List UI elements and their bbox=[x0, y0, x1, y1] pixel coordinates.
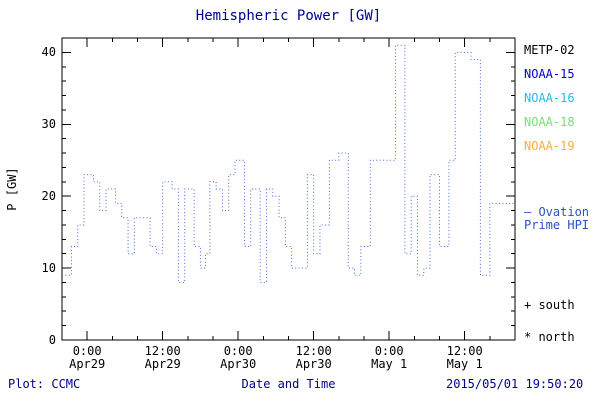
x-tick-time: 0:00 bbox=[374, 344, 404, 358]
series-label-line1: – Ovation bbox=[524, 205, 590, 219]
x-tick-label: 12:00 May 1 bbox=[429, 345, 501, 371]
x-tick-date: Apr29 bbox=[69, 357, 106, 371]
legend-item-metp02: METP-02 bbox=[524, 43, 575, 57]
x-tick-time: 12:00 bbox=[446, 344, 483, 358]
x-tick-date: May 1 bbox=[446, 357, 483, 371]
legend-item-noaa15: NOAA-15 bbox=[524, 67, 575, 81]
y-tick-label: 40 bbox=[41, 45, 56, 60]
x-tick-date: Apr30 bbox=[220, 357, 257, 371]
y-tick-label: 10 bbox=[41, 261, 56, 276]
x-tick-date: May 1 bbox=[371, 357, 408, 371]
x-tick-label: 0:00 Apr30 bbox=[202, 345, 274, 371]
footer-row: Plot: CCMC Date and Time 2015/05/01 19:5… bbox=[0, 377, 600, 393]
x-tick-time: 0:00 bbox=[223, 344, 253, 358]
x-tick-label: 0:00 May 1 bbox=[353, 345, 425, 371]
hpi-step-line bbox=[62, 44, 515, 283]
legend-north-marker: * north bbox=[524, 330, 575, 344]
legend-south-marker: + south bbox=[524, 298, 575, 312]
x-tick-label: 12:00 Apr30 bbox=[278, 345, 350, 371]
x-tick-label: 0:00 Apr29 bbox=[51, 345, 123, 371]
y-tick-label: 30 bbox=[41, 117, 56, 132]
y-tick-label: 0 bbox=[48, 333, 56, 347]
x-tick-date: Apr29 bbox=[144, 357, 181, 371]
y-tick-label: 20 bbox=[41, 189, 56, 204]
legend-item-noaa16: NOAA-16 bbox=[524, 91, 575, 105]
x-tick-time: 0:00 bbox=[72, 344, 102, 358]
x-tick-date: Apr30 bbox=[295, 357, 332, 371]
series-label-line2: Prime HPI bbox=[524, 218, 590, 232]
x-tick-time: 12:00 bbox=[295, 344, 332, 358]
x-tick-time: 12:00 bbox=[144, 344, 181, 358]
x-tick-label: 12:00 Apr29 bbox=[127, 345, 199, 371]
legend-item-noaa18: NOAA-18 bbox=[524, 115, 575, 129]
plot-credit: Plot: CCMC bbox=[8, 377, 81, 391]
chart-title: Hemispheric Power [GW] bbox=[195, 8, 382, 24]
timestamp: 2015/05/01 19:50:20 bbox=[446, 377, 584, 391]
legend-item-noaa19: NOAA-19 bbox=[524, 139, 575, 153]
x-axis-label: Date and Time bbox=[241, 377, 336, 391]
